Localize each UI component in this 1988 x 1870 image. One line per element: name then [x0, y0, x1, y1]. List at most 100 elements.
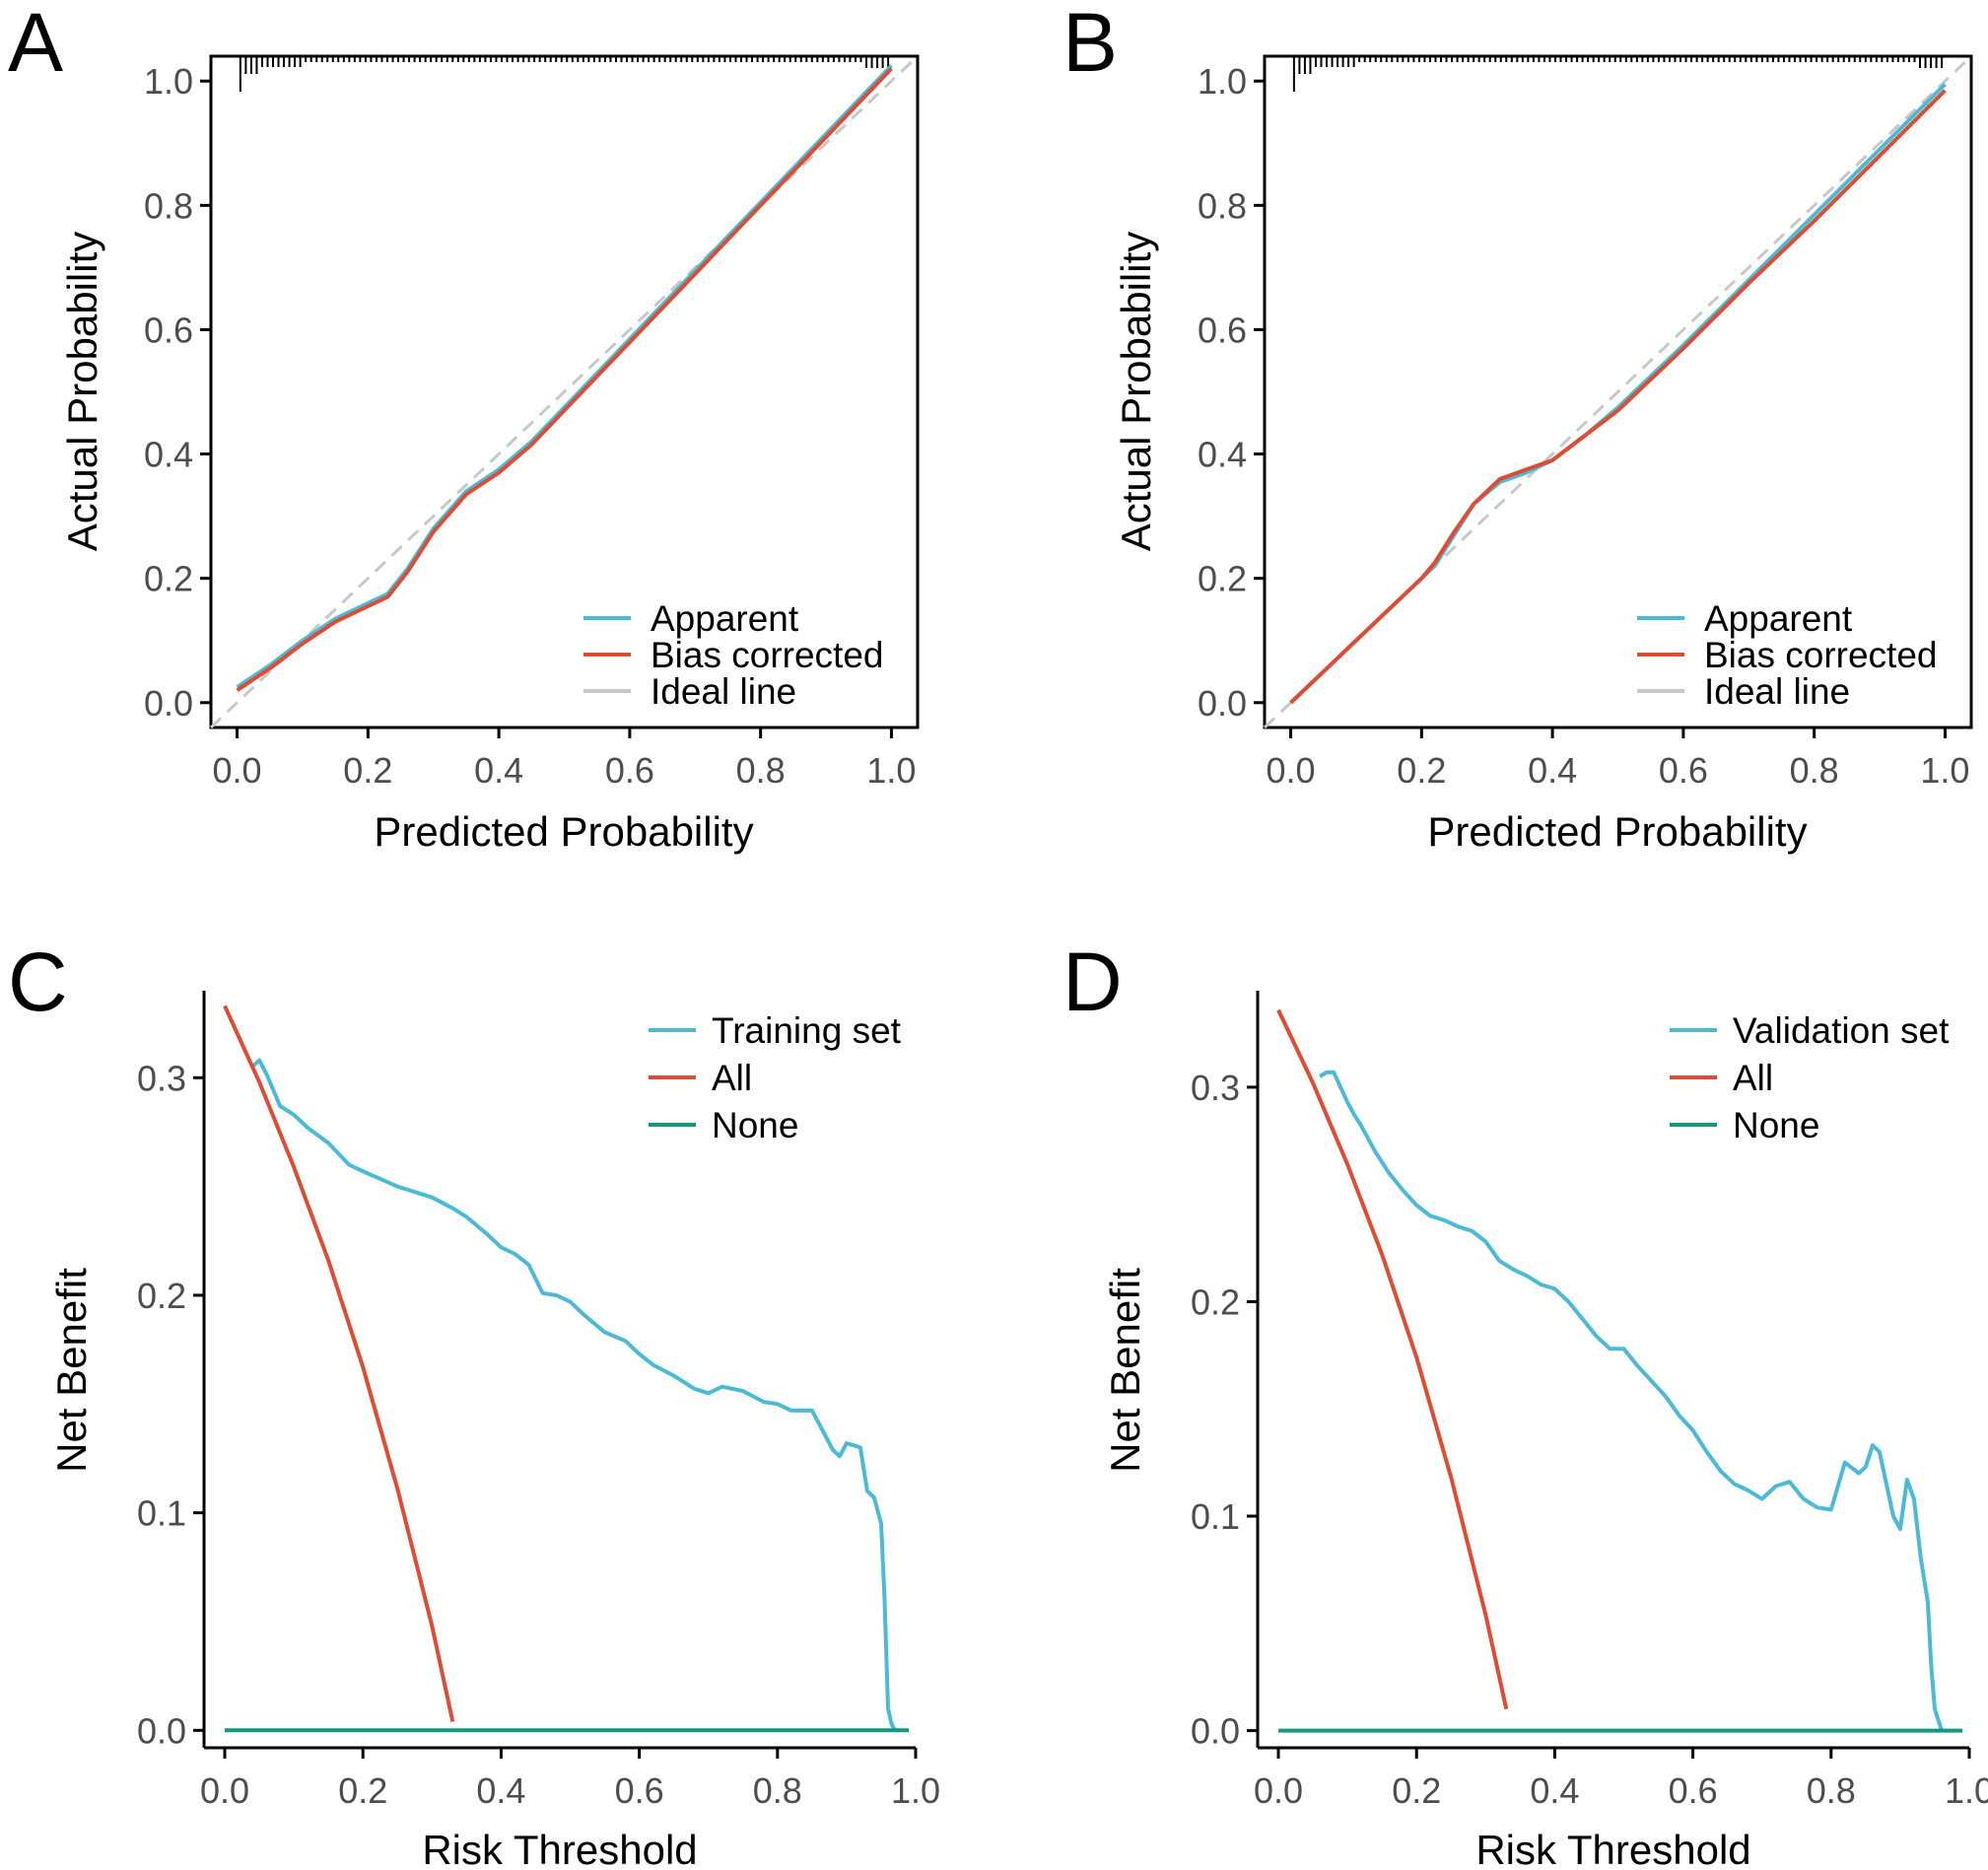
- y-tick-label: 0.6: [1198, 310, 1247, 350]
- y-tick-label: 0.6: [144, 310, 193, 350]
- legend-label-all: All: [1733, 1058, 1773, 1098]
- y-tick-labels-c: 0.0 0.1 0.2 0.3: [137, 1058, 186, 1751]
- y-tick-label: 1.0: [1198, 61, 1247, 102]
- y-tick-label: 0.1: [137, 1493, 186, 1534]
- x-tick-label: 1.0: [1945, 1770, 1988, 1811]
- y-tick-label: 0.3: [137, 1058, 186, 1098]
- x-tick-label: 0.2: [1392, 1770, 1441, 1811]
- plot-frame-a: [209, 54, 920, 729]
- legend-label-ideal: Ideal line: [651, 671, 796, 712]
- y-axis-title-d: Net Benefit: [1102, 1268, 1148, 1473]
- panel-b: B 0.0 0.2 0.4 0.6 0.8 1.0 0.0 0.2 0.4 0.…: [1063, 0, 1973, 855]
- x-tick-label: 1.0: [891, 1770, 940, 1811]
- series-c: [223, 1004, 909, 1733]
- x-tick-label: 1.0: [1920, 750, 1969, 791]
- legend-label-bias-corrected: Bias corrected: [1704, 635, 1938, 675]
- panel-letter-b: B: [1063, 0, 1118, 89]
- panel-a: A 0.0 0.2 0.4 0.6 0.8 1.0 0.0 0.2 0.4 0.…: [8, 0, 920, 855]
- x-tick-labels-d: 0.0 0.2 0.4 0.6 0.8 1.0: [1254, 1770, 1988, 1811]
- legend-label-training-set: Training set: [712, 1010, 902, 1051]
- series-line-apparent: [236, 64, 893, 689]
- legend-label-ideal: Ideal line: [1704, 671, 1850, 712]
- x-axis-title-c: Risk Threshold: [422, 1827, 697, 1870]
- x-tick-labels-c: 0.0 0.2 0.4 0.6 0.8 1.0: [200, 1770, 940, 1811]
- x-tick-label: 0.2: [1397, 750, 1446, 791]
- panel-letter-c: C: [8, 935, 68, 1028]
- series-line-bias-corrected: [236, 67, 893, 692]
- legend-label-all: All: [712, 1058, 752, 1098]
- axis-ticks-c: [193, 1075, 918, 1759]
- y-axis-title-c: Net Benefit: [48, 1268, 95, 1473]
- y-tick-label: 0.0: [144, 683, 193, 724]
- x-tick-label: 0.4: [474, 750, 523, 791]
- x-tick-label: 0.4: [476, 1770, 525, 1811]
- y-axis-title-a: Actual Probability: [59, 232, 105, 552]
- x-tick-label: 0.0: [213, 750, 262, 791]
- y-tick-label: 0.2: [1198, 559, 1247, 599]
- x-tick-label: 0.2: [338, 1770, 387, 1811]
- axis-ticks-b: [1254, 79, 1947, 738]
- y-tick-label: 0.8: [1198, 185, 1247, 226]
- y-tick-label: 0.4: [1198, 435, 1247, 475]
- series-b: [1263, 54, 1973, 729]
- panel-letter-a: A: [8, 0, 63, 89]
- x-tick-label: 0.6: [1659, 750, 1708, 791]
- x-tick-label: 1.0: [866, 750, 916, 791]
- plot-frame-b: [1263, 54, 1973, 729]
- y-tick-label: 0.0: [137, 1710, 186, 1751]
- panel-letter-d: D: [1063, 935, 1123, 1028]
- y-tick-labels-b: 0.0 0.2 0.4 0.6 0.8 1.0: [1198, 61, 1247, 724]
- y-tick-label: 1.0: [144, 61, 193, 102]
- x-tick-label: 0.8: [736, 750, 786, 791]
- legend-label-validation-set: Validation set: [1733, 1010, 1950, 1051]
- y-tick-label: 0.2: [137, 1276, 186, 1316]
- series-line-all: [223, 1004, 455, 1722]
- series-a: [209, 54, 920, 729]
- x-tick-label: 0.6: [615, 1770, 664, 1811]
- y-tick-label: 0.2: [1191, 1281, 1240, 1322]
- y-tick-label: 0.1: [1191, 1496, 1240, 1537]
- x-tick-label: 0.4: [1528, 750, 1577, 791]
- legend-label-apparent: Apparent: [651, 598, 799, 639]
- rug-a: [239, 56, 890, 92]
- x-tick-label: 0.6: [1669, 1770, 1718, 1811]
- x-tick-labels-b: 0.0 0.2 0.4 0.6 0.8 1.0: [1267, 750, 1970, 791]
- x-axis-title-d: Risk Threshold: [1475, 1827, 1750, 1870]
- legend-label-none: None: [1733, 1105, 1819, 1145]
- legend-b: Apparent Bias corrected Ideal line: [1637, 598, 1938, 712]
- x-tick-labels-a: 0.0 0.2 0.4 0.6 0.8 1.0: [213, 750, 917, 791]
- legend-label-none: None: [712, 1105, 798, 1145]
- y-tick-label: 0.2: [144, 559, 193, 599]
- x-tick-label: 0.0: [1254, 1770, 1303, 1811]
- series-d: [1276, 1008, 1962, 1733]
- y-axis-title-b: Actual Probability: [1113, 232, 1159, 552]
- series-line-validation-set: [1319, 1070, 1944, 1732]
- panel-d: D 0.0 0.2 0.4 0.6 0.8 1.0 0.0 0.1 0.2 0.…: [1063, 935, 1988, 1870]
- y-tick-label: 0.0: [1191, 1711, 1240, 1752]
- legend-a: Apparent Bias corrected Ideal line: [583, 598, 884, 712]
- x-tick-label: 0.4: [1530, 1770, 1579, 1811]
- y-tick-labels-d: 0.0 0.1 0.2 0.3: [1191, 1068, 1240, 1752]
- x-tick-label: 0.0: [200, 1770, 249, 1811]
- x-tick-label: 0.8: [1807, 1770, 1856, 1811]
- legend-label-bias-corrected: Bias corrected: [651, 635, 884, 675]
- legend-d: Validation set All None: [1670, 1010, 1950, 1145]
- series-line-ideal: [209, 54, 920, 729]
- series-line-all: [1276, 1008, 1509, 1710]
- y-tick-label: 0.0: [1198, 683, 1247, 724]
- axis-ticks-a: [200, 79, 893, 738]
- y-tick-label: 0.8: [144, 185, 193, 226]
- x-tick-label: 0.8: [1790, 750, 1839, 791]
- y-tick-labels-a: 0.0 0.2 0.4 0.6 0.8 1.0: [144, 61, 193, 724]
- x-tick-label: 0.2: [343, 750, 392, 791]
- legend-c: Training set All None: [649, 1010, 902, 1145]
- axis-ticks-d: [1247, 1085, 1971, 1759]
- legend-label-apparent: Apparent: [1704, 598, 1853, 639]
- panel-c: C 0.0 0.2 0.4 0.6 0.8 1.0 0.0 0.1 0.2 0.…: [8, 935, 940, 1870]
- x-tick-label: 0.8: [753, 1770, 802, 1811]
- x-axis-title-b: Predicted Probability: [1427, 808, 1807, 855]
- series-line-bias-corrected: [1289, 89, 1947, 705]
- y-tick-label: 0.3: [1191, 1068, 1240, 1108]
- x-axis-title-a: Predicted Probability: [374, 808, 753, 855]
